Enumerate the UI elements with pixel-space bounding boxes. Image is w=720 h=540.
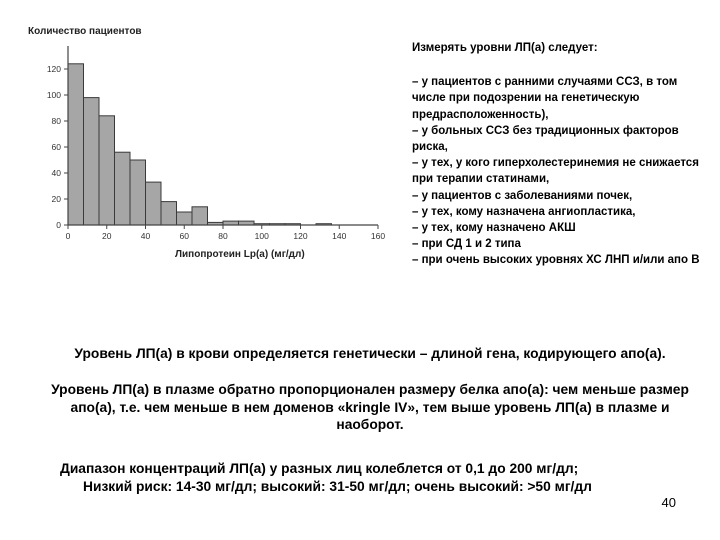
histogram-bar [176,211,193,226]
y-tick-label: 60 [52,142,62,152]
histogram-bar [67,63,84,226]
x-tick-label: 60 [180,231,190,241]
apo-a-size-paragraph: Уровень ЛП(а) в плазме обратно пропорцио… [51,382,689,433]
histogram-bar [191,206,208,226]
x-tick-label: 140 [332,231,346,241]
indication-item: – у тех, у кого гиперхолестеринемия не с… [412,157,699,186]
range-line: Диапазон концентраций ЛП(а) у разных лиц… [60,461,579,476]
y-axis-title: Количество пациентов [28,26,142,37]
indication-item: – при СД 1 и 2 типа [412,238,521,251]
indication-item: – при очень высоких уровнях ХС ЛНП и/или… [412,254,700,267]
indication-item: – у пациентов с заболеваниями почек, [412,189,633,202]
x-tick-label: 160 [371,231,385,241]
histogram-bar [145,181,162,226]
y-tick-label: 40 [52,168,62,178]
x-tick-label: 0 [66,231,71,241]
concentration-range-text: Диапазон концентраций ЛП(а) у разных лиц… [40,460,700,496]
risk-levels-line: Низкий риск: 14-30 мг/дл; высокий: 31-50… [83,479,592,494]
genetic-determination-paragraph: Уровень ЛП(а) в крови определяется генет… [74,346,666,361]
indication-item: – у больных ССЗ без традиционных факторо… [412,124,679,154]
x-tick-label: 120 [293,231,307,241]
page-number: 40 [661,495,676,510]
y-tick-label: 100 [47,90,61,100]
indication-item: – у тех, кому назначена ангиопластика, [412,205,636,218]
x-tick-label: 80 [218,231,228,241]
measurement-indications: Измерять уровни ЛП(а) следует: – у пацие… [412,40,712,269]
indication-item: – у тех, кому назначено АКШ [412,222,576,235]
x-tick-label: 100 [255,231,269,241]
y-tick-label: 20 [52,194,62,204]
indications-heading: Измерять уровни ЛП(а) следует: [412,42,598,54]
y-tick-label: 80 [52,116,62,126]
histogram-bar [129,159,146,226]
histogram-bar [114,151,131,226]
histogram-bar [160,201,177,226]
y-tick-label: 0 [56,220,61,230]
histogram-bar [83,97,100,226]
histogram-bar [98,115,115,226]
y-tick-label: 120 [47,64,61,74]
x-tick-label: 40 [141,231,151,241]
indication-item: – у пациентов с ранними случаями ССЗ, в … [412,76,678,121]
x-axis-title: Липопротеин Lp(a) (мг/дл) [175,249,305,260]
x-tick-label: 20 [102,231,112,241]
